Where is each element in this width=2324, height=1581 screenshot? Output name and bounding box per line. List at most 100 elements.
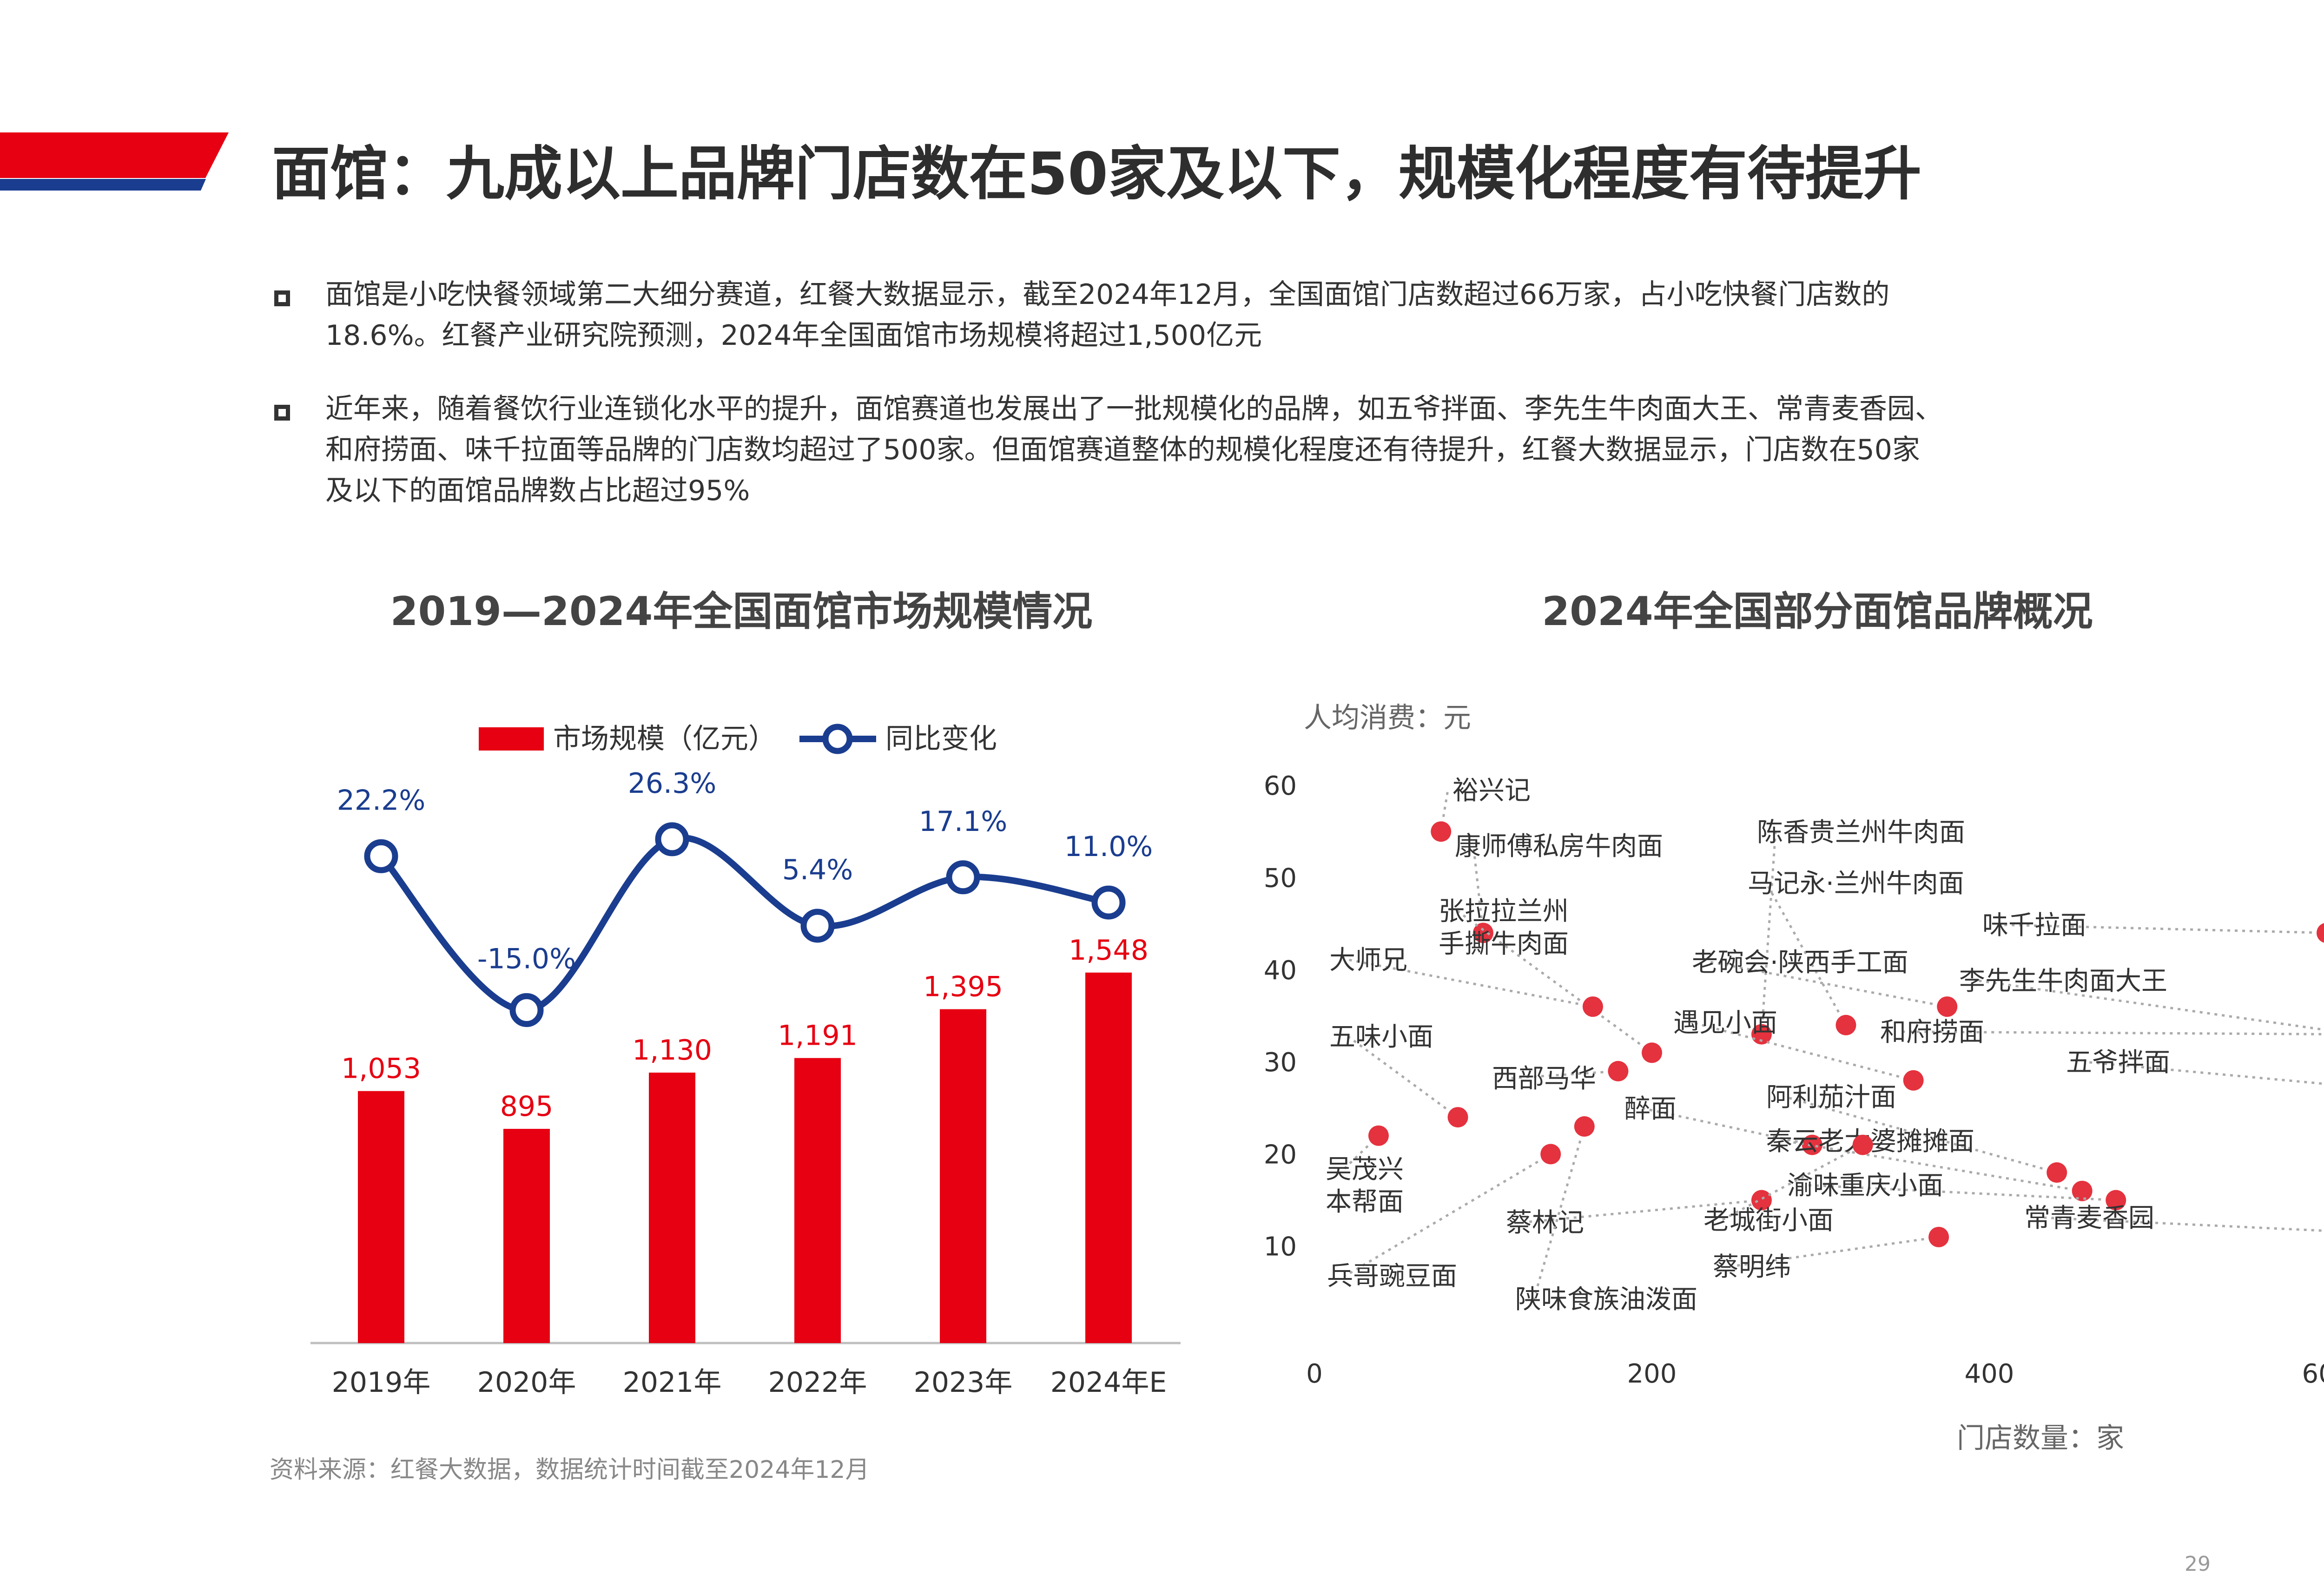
header-red-stripe <box>0 132 229 178</box>
scatter-point-label: 遇见小面 <box>1673 1008 1777 1038</box>
scatter-point <box>1574 1116 1595 1137</box>
scatter-point-label: 马记永·兰州牛肉面 <box>1748 869 1964 899</box>
legend-line-marker <box>822 724 853 754</box>
scatter-point-label: 醉面 <box>1624 1094 1677 1124</box>
scatter-point-label: 五爷拌面 <box>2066 1047 2170 1078</box>
bar <box>649 1073 695 1343</box>
page-number: 29 <box>2185 1552 2211 1576</box>
scatter-leader-line <box>1760 831 1777 1034</box>
scatter-leader-line <box>2000 923 2324 934</box>
scatter-chart-title: 2024年全国部分面馆品牌概况 <box>1542 588 2093 635</box>
x-tick-label: 2022年 <box>768 1366 867 1399</box>
y-tick-label: 40 <box>1264 955 1297 986</box>
scatter-point <box>1751 1190 1772 1211</box>
bar-value-label: 1,395 <box>923 971 1003 1003</box>
growth-point <box>509 993 544 1027</box>
scatter-point-label: 大师兄 <box>1329 945 1407 975</box>
scatter-point-label: 蔡林记 <box>1506 1208 1584 1238</box>
growth-point <box>946 860 980 895</box>
growth-point <box>1091 885 1126 920</box>
scatter-point-label: 老碗会·陕西手工面 <box>1692 948 1908 978</box>
brand-scatter-chart: 2024年全国部分面馆品牌概况 人均消费：元 门店数量：家 0 200 400 600… <box>1264 588 2324 1455</box>
scatter-point <box>1903 1070 1924 1091</box>
scatter-point <box>1852 1134 1873 1155</box>
scatter-leader-line <box>1731 1236 1939 1268</box>
source-note: 资料来源：红餐大数据，数据统计时间截至2024年12月 <box>270 1456 870 1484</box>
scatter-point-label: 兵哥豌豆面 <box>1327 1261 1457 1291</box>
scatter-point-label: 手撕牛肉面 <box>1439 929 1569 959</box>
legend-bar-swatch <box>479 727 544 751</box>
bar-value-label: 1,191 <box>778 1020 858 1052</box>
y-axis-title: 人均消费：元 <box>1304 702 1471 734</box>
bullet-item: 面馆是小吃快餐领域第二大细分赛道，红餐大数据显示，截至2024年12月，全国面馆… <box>274 274 2250 356</box>
growth-point <box>655 822 689 856</box>
scatter-point-label: 蔡明纬 <box>1713 1252 1791 1282</box>
scatter-point <box>2072 1180 2093 1201</box>
scatter-point <box>1431 821 1452 842</box>
scatter-axis-ticks: 02004006008001,000102030405060 <box>1264 771 2324 1389</box>
scatter-point-label: 吴茂兴 <box>1326 1154 1404 1185</box>
scatter-leader-line <box>1456 909 1653 1054</box>
x-tick-label: 200 <box>1627 1359 1677 1389</box>
bullet-item: 近年来，随着餐饮行业连锁化水平的提升，面馆赛道也发展出了一批规模化的品牌，如五爷… <box>274 389 2250 511</box>
bar-chart-legend: 市场规模（亿元） 同比变化 <box>479 723 997 755</box>
scatter-point-label: 康师傅私房牛肉面 <box>1455 831 1663 862</box>
header-blue-stripe <box>0 179 206 191</box>
scatter-point <box>2106 1190 2126 1211</box>
bar-value-label: 1,548 <box>1069 934 1149 967</box>
bar <box>794 1058 841 1343</box>
scatter-point <box>1928 1226 1949 1247</box>
scatter-point-label: 张拉拉兰州 <box>1439 896 1569 927</box>
x-tick-label: 2023年 <box>914 1366 1013 1399</box>
scatter-point <box>1642 1042 1662 1063</box>
bar <box>1085 972 1132 1343</box>
x-tick-label: 0 <box>1306 1359 1323 1389</box>
bar-chart-title: 2019—2024年全国面馆市场规模情况 <box>390 588 1093 635</box>
bar <box>503 1129 550 1343</box>
legend-line-label: 同比变化 <box>885 723 997 755</box>
scatter-point <box>1751 1024 1772 1045</box>
header-accent-bar <box>0 132 229 191</box>
bullet-text: 面馆是小吃快餐领域第二大细分赛道，红餐大数据显示，截至2024年12月，全国面馆… <box>325 278 1890 352</box>
scatter-point <box>1368 1125 1389 1146</box>
scatter-leader-line <box>1784 1140 2083 1192</box>
scatter-point <box>1582 996 1603 1017</box>
growth-point <box>364 839 398 873</box>
scatter-leader-line <box>1345 1153 1552 1277</box>
scatter-point <box>1447 1107 1468 1128</box>
growth-value-label: 22.2% <box>337 784 426 817</box>
scatter-point-label: 西部马华 <box>1492 1064 1596 1094</box>
growth-value-label: 17.1% <box>919 805 1008 838</box>
scatter-point-label: 裕兴记 <box>1452 776 1531 806</box>
scatter-point-label: 陕味食族油泼面 <box>1515 1285 1697 1315</box>
scatter-leader-line <box>1532 1126 1586 1299</box>
legend-bar-label: 市场规模（亿元） <box>553 723 776 755</box>
scatter-leader-line <box>1765 882 1847 1026</box>
scatter-point-label: 陈香贵兰州牛肉面 <box>1757 817 1965 848</box>
scatter-point-label: 五味小面 <box>1329 1022 1433 1052</box>
bar-value-label: 895 <box>500 1090 554 1123</box>
scatter-point-label: 李先生牛肉面大王 <box>1959 966 2167 996</box>
x-tick-label: 600 <box>2302 1359 2324 1389</box>
bullet-square-icon <box>274 405 290 421</box>
scatter-point <box>1473 922 1493 943</box>
y-tick-label: 30 <box>1264 1047 1297 1078</box>
scatter-point-label: 阿利茄汁面 <box>1766 1082 1896 1113</box>
y-tick-label: 20 <box>1264 1140 1297 1170</box>
scatter-point-label: 和府捞面 <box>1880 1017 1984 1047</box>
scatter-point <box>1937 996 1958 1017</box>
scatter-point <box>1835 1014 1856 1035</box>
scatter-point-label: 味千拉面 <box>1982 910 2086 941</box>
page-title: 面馆：九成以上品牌门店数在50家及以下，规模化程度有待提升 <box>272 140 1921 208</box>
scatter-leader-line <box>1524 1199 1762 1224</box>
scatter-point <box>1608 1061 1629 1081</box>
scatter-point-label: 常青麦香园 <box>2024 1203 2154 1233</box>
growth-value-label: 5.4% <box>782 854 853 886</box>
scatter-point-label: 渝味重庆小面 <box>1787 1171 1943 1201</box>
x-axis-title: 门店数量：家 <box>1957 1422 2124 1455</box>
bullet-square-icon <box>274 290 290 306</box>
bullet-list: 面馆是小吃快餐领域第二大细分赛道，红餐大数据显示，截至2024年12月，全国面馆… <box>274 274 2250 544</box>
